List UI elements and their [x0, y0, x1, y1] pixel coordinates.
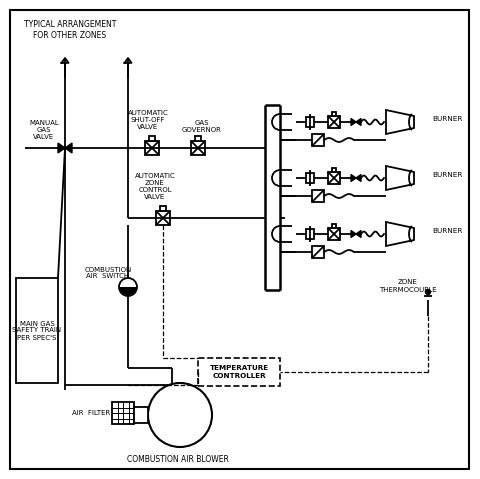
Polygon shape — [356, 174, 361, 182]
Bar — [16, 278, 58, 383]
Polygon shape — [65, 143, 72, 153]
Bar — [191, 141, 205, 155]
Text: AIR  FILTER: AIR FILTER — [72, 410, 110, 416]
Text: COMBUSTION AIR BLOWER: COMBUSTION AIR BLOWER — [127, 456, 229, 465]
Bar — [332, 168, 336, 172]
Bar — [306, 117, 314, 127]
Bar — [328, 172, 340, 184]
Polygon shape — [58, 143, 65, 153]
Bar — [306, 173, 314, 183]
Text: MAIN GAS
SAFETY TRAIN
PER SPEC'S: MAIN GAS SAFETY TRAIN PER SPEC'S — [12, 320, 61, 341]
Text: BURNER: BURNER — [432, 228, 463, 234]
Bar — [312, 246, 324, 258]
Bar — [306, 229, 314, 239]
Text: GAS
GOVERNOR: GAS GOVERNOR — [182, 119, 222, 133]
Bar — [195, 136, 201, 141]
Text: TYPICAL ARRANGEMENT
FOR OTHER ZONES: TYPICAL ARRANGEMENT FOR OTHER ZONES — [24, 20, 116, 40]
Text: TEMPERATURE
CONTROLLER: TEMPERATURE CONTROLLER — [209, 365, 269, 378]
Bar — [156, 211, 170, 225]
Bar — [312, 134, 324, 146]
Bar — [134, 407, 148, 423]
Text: AUTOMATIC
ZONE
CONTROL
VALVE: AUTOMATIC ZONE CONTROL VALVE — [134, 172, 175, 199]
Polygon shape — [351, 118, 356, 125]
Text: BURNER: BURNER — [432, 172, 463, 178]
Bar — [332, 112, 336, 116]
Text: COMBUSTION
AIR  SWITCH: COMBUSTION AIR SWITCH — [84, 266, 132, 280]
Polygon shape — [356, 230, 361, 238]
Bar — [332, 224, 336, 228]
Polygon shape — [351, 230, 356, 238]
Bar — [160, 206, 166, 211]
Bar — [149, 136, 155, 141]
Bar — [198, 358, 280, 386]
Polygon shape — [356, 118, 361, 125]
Bar — [312, 190, 324, 202]
Circle shape — [425, 289, 431, 295]
Bar — [328, 228, 340, 240]
Text: AUTOMATIC
SHUT-OFF
VALVE: AUTOMATIC SHUT-OFF VALVE — [128, 110, 168, 130]
Bar — [112, 402, 134, 424]
Text: BURNER: BURNER — [432, 116, 463, 122]
Text: MANUAL
GAS
VALVE: MANUAL GAS VALVE — [29, 120, 59, 140]
Text: ZONE
THERMOCOUPLE: ZONE THERMOCOUPLE — [379, 280, 437, 293]
Wedge shape — [120, 287, 136, 296]
Bar — [145, 141, 159, 155]
Polygon shape — [351, 174, 356, 182]
Bar — [328, 116, 340, 128]
